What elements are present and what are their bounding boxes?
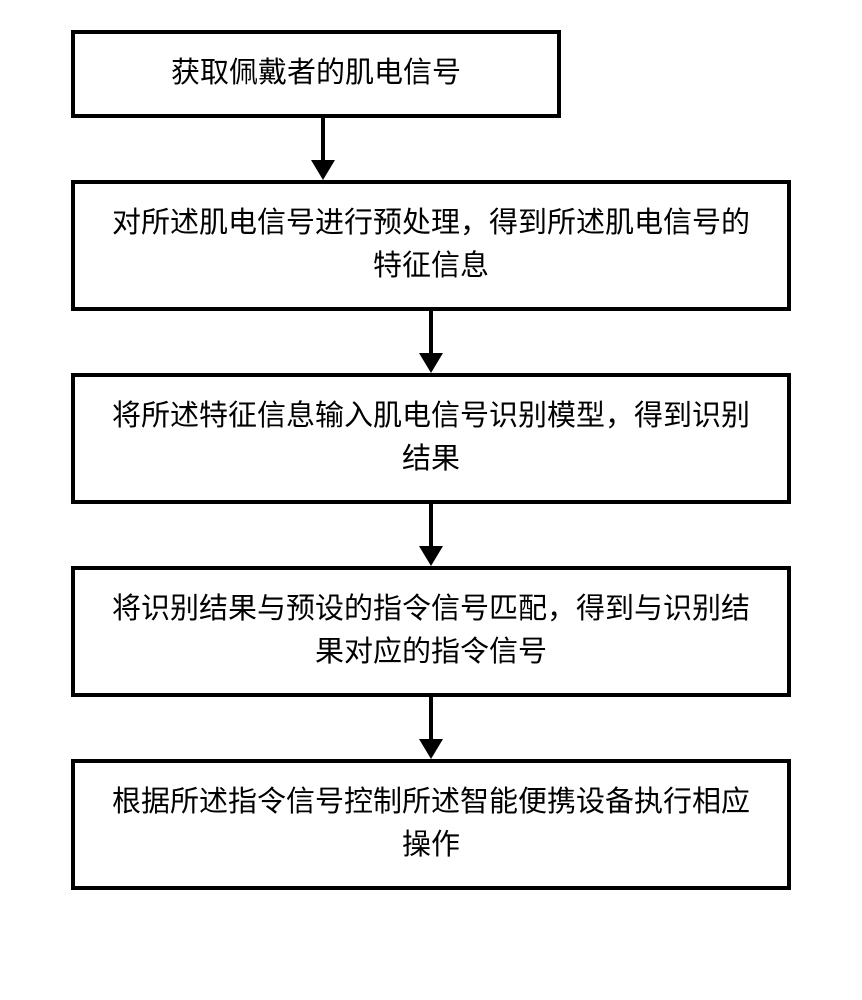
node-text: 对所述肌电信号进行预处理，得到所述肌电信号的特征信息 xyxy=(105,202,757,289)
flowchart-node-step4: 将识别结果与预设的指令信号匹配，得到与识别结果对应的指令信号 xyxy=(71,566,791,697)
arrow-head-icon xyxy=(311,160,335,180)
flowchart-container: 获取佩戴者的肌电信号 对所述肌电信号进行预处理，得到所述肌电信号的特征信息 将所… xyxy=(0,30,862,890)
flowchart-node-step5: 根据所述指令信号控制所述智能便携设备执行相应操作 xyxy=(71,759,791,890)
node-text: 获取佩戴者的肌电信号 xyxy=(171,52,461,96)
flowchart-arrow xyxy=(311,118,335,180)
arrow-line xyxy=(429,697,433,739)
flowchart-node-step1: 获取佩戴者的肌电信号 xyxy=(71,30,561,118)
flowchart-node-step2: 对所述肌电信号进行预处理，得到所述肌电信号的特征信息 xyxy=(71,180,791,311)
node-text: 根据所述指令信号控制所述智能便携设备执行相应操作 xyxy=(105,781,757,868)
arrow-line xyxy=(429,504,433,546)
first-box-wrapper: 获取佩戴者的肌电信号 xyxy=(71,30,791,118)
arrow-head-icon xyxy=(419,546,443,566)
arrow-line xyxy=(429,311,433,353)
arrow-head-icon xyxy=(419,739,443,759)
flowchart-node-step3: 将所述特征信息输入肌电信号识别模型，得到识别结果 xyxy=(71,373,791,504)
node-text: 将所述特征信息输入肌电信号识别模型，得到识别结果 xyxy=(105,395,757,482)
arrow-wrapper xyxy=(71,118,791,180)
arrow-line xyxy=(321,118,325,160)
flowchart-arrow xyxy=(419,504,443,566)
arrow-head-icon xyxy=(419,353,443,373)
flowchart-arrow xyxy=(419,697,443,759)
flowchart-arrow xyxy=(419,311,443,373)
node-text: 将识别结果与预设的指令信号匹配，得到与识别结果对应的指令信号 xyxy=(105,588,757,675)
